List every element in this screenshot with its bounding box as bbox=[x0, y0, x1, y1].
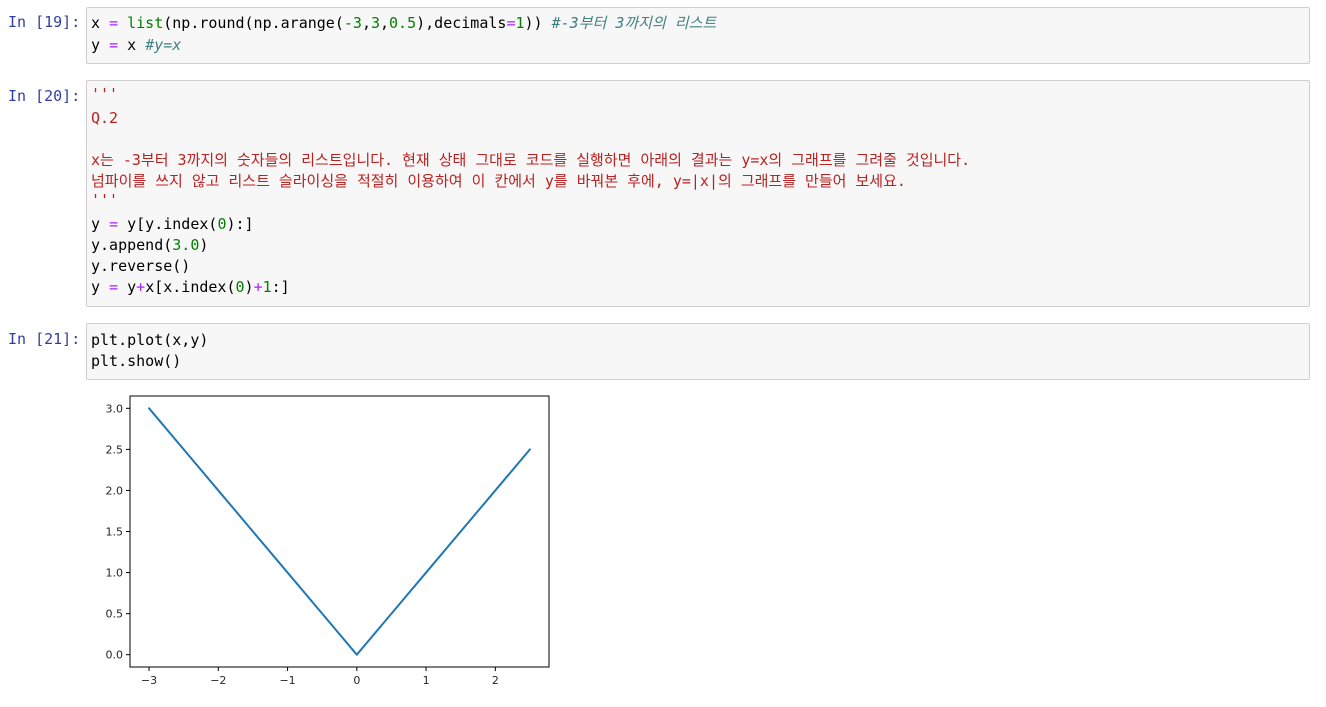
code-token: ) bbox=[244, 278, 254, 296]
code-line: y = x #y=x bbox=[91, 35, 181, 56]
code-token: list bbox=[127, 14, 164, 32]
code-token: 3 bbox=[370, 14, 380, 32]
code-line: 넘파이를 쓰지 않고 리스트 슬라이싱을 적절히 이용하여 이 칸에서 y를 바… bbox=[91, 171, 906, 192]
code-token: y bbox=[118, 278, 137, 296]
code-line: y = y+x[x.index(0)+1:] bbox=[91, 277, 290, 298]
code-token: x는 -3부터 3까지의 숫자들의 리스트입니다. 현재 상태 그대로 코드를 … bbox=[91, 151, 971, 169]
code-token: plt.show() bbox=[91, 352, 182, 370]
x-tick-label: 2 bbox=[492, 674, 499, 687]
code-token: #y=x bbox=[145, 36, 182, 54]
code-token: y.append( bbox=[91, 236, 173, 254]
y-tick-label: 1.0 bbox=[106, 567, 124, 580]
y-tick-label: 0.0 bbox=[106, 649, 124, 662]
code-token: 0 bbox=[217, 215, 227, 233]
code-line: plt.plot(x,y) bbox=[91, 330, 208, 351]
code-token: )) bbox=[524, 14, 552, 32]
y-tick-label: 1.5 bbox=[106, 526, 124, 539]
code-token: y bbox=[91, 215, 110, 233]
code-token: x bbox=[118, 36, 146, 54]
code-token: 0.5 bbox=[389, 14, 417, 32]
code-token: = bbox=[109, 14, 119, 32]
cell-prompt: In [21]: bbox=[8, 330, 81, 348]
code-token: plt.plot(x,y) bbox=[91, 331, 209, 349]
axes-frame bbox=[129, 395, 550, 668]
code-token: , bbox=[361, 14, 371, 32]
code-token: ''' bbox=[91, 191, 119, 209]
code-token: 1 bbox=[262, 278, 272, 296]
code-token: ) bbox=[199, 236, 209, 254]
code-token: y.reverse() bbox=[91, 257, 191, 275]
code-token: 1 bbox=[515, 14, 525, 32]
code-token: y bbox=[91, 36, 110, 54]
code-token: y bbox=[91, 278, 110, 296]
x-tick-label: −1 bbox=[279, 674, 295, 687]
cell-prompt: In [19]: bbox=[8, 13, 81, 31]
code-token: = bbox=[109, 278, 119, 296]
code-token: Q.2 bbox=[91, 109, 119, 127]
code-line: plt.show() bbox=[91, 351, 181, 372]
code-line: y = y[y.index(0):] bbox=[91, 214, 254, 235]
code-line: x는 -3부터 3까지의 숫자들의 리스트입니다. 현재 상태 그대로 코드를 … bbox=[91, 150, 970, 171]
code-token: ''' bbox=[91, 85, 119, 103]
code-line: y.append(3.0) bbox=[91, 235, 208, 256]
code-line: Q.2 bbox=[91, 108, 118, 129]
code-token: #-3부터 3까지의 리스트 bbox=[551, 14, 717, 32]
code-line: x = list(np.round(np.arange(-3,3,0.5),de… bbox=[91, 13, 716, 34]
code-token: 3.0 bbox=[172, 236, 200, 254]
series-line bbox=[148, 407, 531, 656]
x-tick-label: 1 bbox=[423, 674, 430, 687]
code-line: ''' bbox=[91, 190, 118, 211]
code-token: 0 bbox=[235, 278, 245, 296]
y-tick-label: 3.0 bbox=[106, 402, 124, 415]
x-tick-label: 0 bbox=[353, 674, 360, 687]
y-tick-label: 0.5 bbox=[106, 608, 124, 621]
code-token: x[x.index( bbox=[145, 278, 236, 296]
code-token: 넘파이를 쓰지 않고 리스트 슬라이싱을 적절히 이용하여 이 칸에서 y를 바… bbox=[91, 172, 906, 190]
x-tick-label: −2 bbox=[210, 674, 226, 687]
code-token: + bbox=[253, 278, 263, 296]
code-token: -3 bbox=[343, 14, 362, 32]
code-token: ),decimals bbox=[416, 14, 507, 32]
code-token: x bbox=[91, 14, 110, 32]
code-token: = bbox=[109, 36, 119, 54]
code-token: ):] bbox=[226, 215, 254, 233]
output-line-chart: −3 −2 −1 0 1 2 0.0 0.5 1.0 1.5 2.0 2.5 3.0 bbox=[106, 395, 550, 687]
code-token: :] bbox=[271, 278, 290, 296]
code-line: ''' bbox=[91, 84, 118, 105]
cell-prompt: In [20]: bbox=[8, 87, 81, 105]
code-token bbox=[118, 14, 127, 32]
code-token: = bbox=[109, 215, 119, 233]
code-input-area[interactable]: ''' Q.2 x는 -3부터 3까지의 숫자들의 리스트입니다. 현재 상태 … bbox=[86, 80, 1310, 307]
y-tick-label: 2.5 bbox=[106, 443, 124, 456]
code-token: , bbox=[380, 14, 390, 32]
y-tick-label: 2.0 bbox=[106, 484, 124, 497]
code-token: (np.round(np.arange( bbox=[163, 14, 344, 32]
x-tick-label: −3 bbox=[141, 674, 157, 687]
code-token: = bbox=[506, 14, 516, 32]
code-token: y[y.index( bbox=[118, 215, 218, 233]
code-token: + bbox=[136, 278, 146, 296]
code-input-area[interactable]: x = list(np.round(np.arange(-3,3,0.5),de… bbox=[86, 7, 1310, 64]
code-input-area[interactable]: plt.plot(x,y) plt.show() bbox=[86, 323, 1310, 380]
code-line: y.reverse() bbox=[91, 256, 190, 277]
